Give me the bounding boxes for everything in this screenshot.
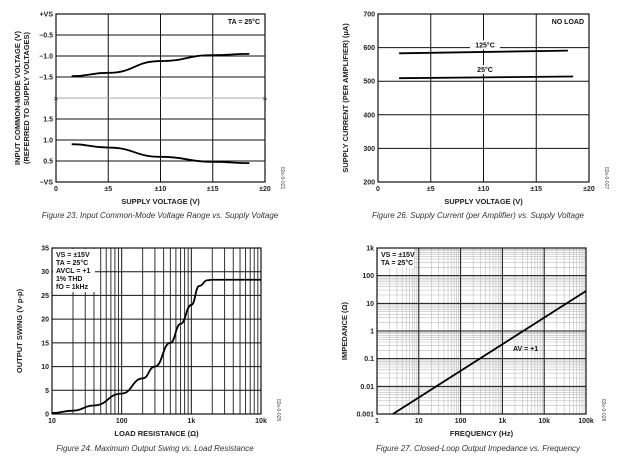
x-tick-label: 0 bbox=[54, 186, 58, 193]
y-tick-label: 0.001 bbox=[356, 412, 374, 419]
x-tick-label: ±10 bbox=[478, 186, 490, 193]
series-line bbox=[399, 75, 574, 80]
y-tick-label: 0.1 bbox=[364, 356, 374, 363]
y-tick-label: 500 bbox=[363, 79, 375, 86]
y-tick-label: 100 bbox=[362, 273, 374, 280]
x-tick-label: 1k bbox=[499, 418, 507, 425]
series-line bbox=[399, 49, 568, 55]
y-tick-label: +VS bbox=[40, 12, 54, 19]
x-tick-label: ±15 bbox=[530, 186, 542, 193]
x-axis-label: FREQUENCY (Hz) bbox=[450, 429, 514, 438]
series-label: 125°C bbox=[475, 41, 495, 49]
condition-label: AVCL = +1 bbox=[56, 268, 90, 275]
y-axis-label: OUTPUT SWING (V p-p) bbox=[15, 288, 24, 373]
condition-label: 1% THD bbox=[56, 276, 82, 283]
condition-label: TA = 25°C bbox=[381, 259, 413, 267]
y-tick-label: −1.5 bbox=[39, 75, 53, 82]
figure-caption: Figure 27. Closed-Loop Output Impedance … bbox=[376, 444, 581, 453]
y-tick-label: 400 bbox=[363, 112, 375, 119]
x-axis-label: SUPPLY VOLTAGE (V) bbox=[444, 197, 523, 206]
series-label: 25°C bbox=[477, 66, 493, 74]
condition-label: TA = 25°C bbox=[228, 18, 260, 26]
axis-break-icon: ≈ bbox=[263, 96, 267, 103]
series-line bbox=[51, 278, 261, 414]
x-tick-label: 1 bbox=[375, 418, 379, 425]
x-axis-label: SUPPLY VOLTAGE (V) bbox=[121, 197, 200, 206]
x-tick-label: 100k bbox=[578, 418, 594, 425]
x-tick-label: 10k bbox=[538, 418, 550, 425]
series-line bbox=[392, 290, 587, 415]
x-tick-label: 1k bbox=[187, 418, 195, 425]
curve-label: AV = +1 bbox=[513, 346, 538, 353]
y-tick-label: 10 bbox=[366, 301, 374, 308]
y-tick-label: 0.01 bbox=[360, 384, 374, 391]
figure-caption: Figure 24. Maximum Output Swing vs. Load… bbox=[56, 444, 254, 453]
series-label-bg bbox=[470, 40, 500, 50]
x-tick-label: ±5 bbox=[427, 186, 435, 193]
y-tick-label: 300 bbox=[363, 146, 375, 153]
series-line bbox=[71, 53, 250, 78]
y-tick-label: 25 bbox=[41, 293, 49, 300]
figure-code: 02x-0-025 bbox=[275, 399, 281, 422]
x-tick-label: ±20 bbox=[259, 186, 271, 193]
figure-code: 02x-0-027 bbox=[603, 167, 609, 190]
condition-label: VS = ±15V bbox=[56, 252, 90, 259]
condition-label: NO LOAD bbox=[552, 19, 584, 26]
series-label-bg bbox=[470, 65, 500, 75]
condition-label: TA = 25°C bbox=[56, 259, 88, 267]
figure-caption: Figure 23. Input Common-Mode Voltage Ran… bbox=[42, 211, 279, 220]
figure-code: 02x-0-028 bbox=[600, 399, 606, 422]
y-tick-label: −0.5 bbox=[39, 33, 53, 40]
y-axis-label: INPUT COMMON-MODE VOLTAGE (V) bbox=[13, 31, 22, 165]
y-tick-label: 15 bbox=[41, 340, 49, 347]
plot-frame bbox=[377, 13, 590, 183]
y-tick-label: 1k bbox=[366, 246, 374, 253]
y-tick-label: 0.5 bbox=[43, 159, 53, 166]
plot-frame bbox=[55, 13, 266, 183]
y-tick-label: 20 bbox=[41, 317, 49, 324]
x-tick-label: ±10 bbox=[155, 186, 167, 193]
axis-break-icon: ≈ bbox=[54, 96, 58, 103]
x-tick-label: ±15 bbox=[207, 186, 219, 193]
x-axis-label: LOAD RESISTANCE (Ω) bbox=[114, 429, 199, 438]
x-tick-label: 0 bbox=[376, 186, 380, 193]
figure-caption: Figure 26. Supply Current (per Amplifier… bbox=[372, 211, 584, 220]
condition-box bbox=[53, 249, 95, 292]
condition-label: VS = ±15V bbox=[381, 252, 415, 259]
x-tick-label: 10 bbox=[415, 418, 423, 425]
x-tick-label: 100 bbox=[455, 418, 467, 425]
plot-frame bbox=[51, 247, 262, 415]
y-tick-label: 700 bbox=[363, 12, 375, 19]
y-tick-label: 1 bbox=[370, 329, 374, 336]
y-tick-label: −1.0 bbox=[39, 54, 53, 61]
condition-label: fO = 1kHz bbox=[56, 284, 89, 291]
y-tick-label: 600 bbox=[363, 45, 375, 52]
y-axis-label: (REFERRED TO SUPPLY VOLTAGES) bbox=[22, 31, 31, 164]
y-tick-label: 10 bbox=[41, 364, 49, 371]
x-tick-label: 100 bbox=[116, 418, 128, 425]
series-line bbox=[71, 143, 250, 164]
condition-box bbox=[378, 249, 414, 268]
y-tick-label: 0 bbox=[45, 412, 49, 419]
y-tick-label: 5 bbox=[45, 388, 49, 395]
y-axis-label: IMPEDANCE (Ω) bbox=[340, 301, 349, 360]
y-tick-label: 1.0 bbox=[43, 138, 53, 145]
y-axis-label: SUPPLY CURRENT (PER AMPLIFIER) (µA) bbox=[341, 23, 350, 173]
plot-frame bbox=[376, 247, 587, 415]
y-tick-label: 30 bbox=[41, 269, 49, 276]
figure-code: 02x-0-021 bbox=[279, 167, 285, 190]
y-tick-label: 1.5 bbox=[43, 117, 53, 124]
y-tick-label: 200 bbox=[363, 180, 375, 187]
x-tick-label: 10 bbox=[48, 418, 56, 425]
y-tick-label: −VS bbox=[40, 180, 54, 187]
y-tick-label: 35 bbox=[41, 246, 49, 253]
x-tick-label: 10k bbox=[255, 418, 267, 425]
x-tick-label: ±5 bbox=[104, 186, 112, 193]
x-tick-label: ±20 bbox=[583, 186, 595, 193]
